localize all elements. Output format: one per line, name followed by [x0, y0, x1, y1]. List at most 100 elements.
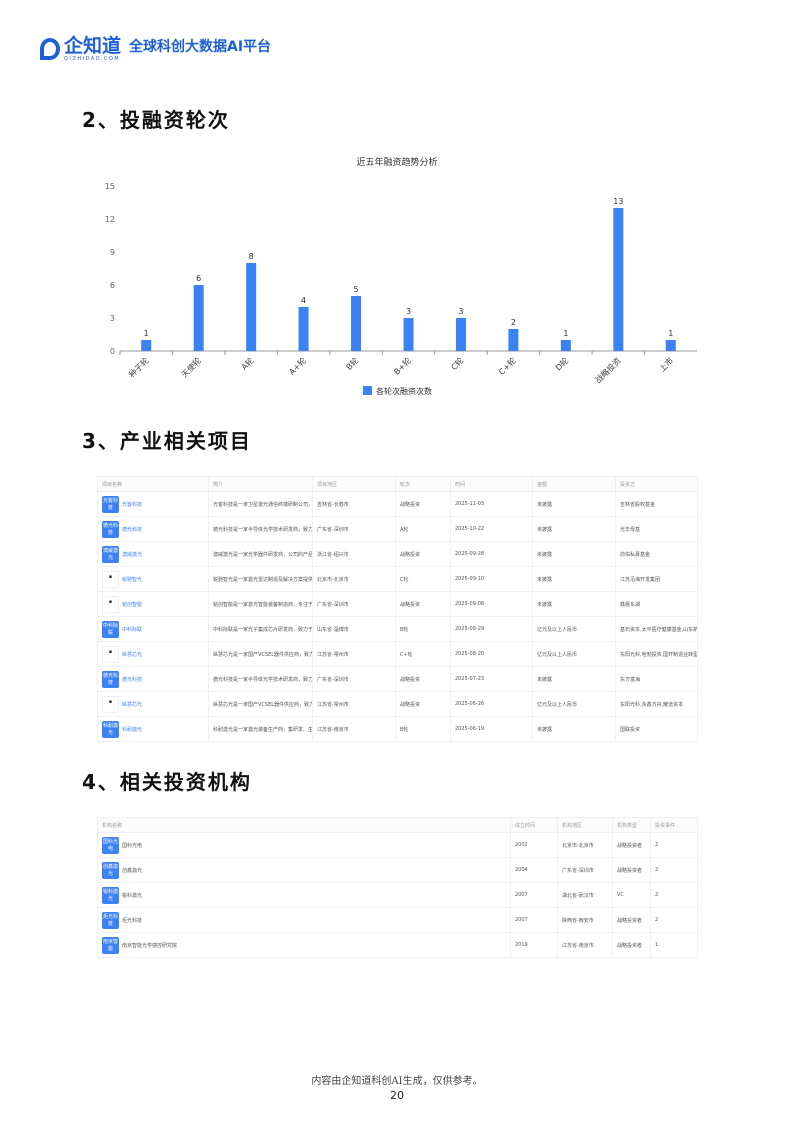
data-label: 5: [353, 285, 358, 294]
cell-round: C轮: [395, 566, 451, 592]
cell-amount: 亿元及以上人民币: [532, 616, 616, 642]
section-heading: 3、产业相关项目: [82, 429, 252, 453]
company-logo: 中科际联: [102, 620, 119, 638]
cell-events: 2: [650, 882, 698, 908]
cell-region: 吉林省-长春市: [312, 491, 396, 517]
data-label: 4: [301, 296, 306, 305]
company-logo: ▪: [102, 570, 119, 588]
table-row: 创鑫激光 创鑫激光 2004 广东省-深圳市 战略投资者 2: [97, 857, 698, 883]
project-link[interactable]: 纵慧芯光: [122, 651, 143, 658]
cell-region: 北京市-北京市: [557, 832, 613, 858]
cell-region: 北京市-北京市: [312, 566, 396, 592]
cell-type: 战略投资者: [612, 907, 651, 933]
y-tick-label: 0: [110, 347, 115, 356]
legend-label: 各轮次融资次数: [376, 386, 432, 396]
cell-events: 2: [650, 857, 698, 883]
column-header: 机构类型: [612, 817, 651, 833]
column-header: 轮次: [395, 476, 451, 492]
cell-type: 战略投资者: [612, 932, 651, 958]
cell-name: 国科光电 国科光电: [97, 832, 511, 858]
cell-intro: 纵慧芯光是一家国产VCSEL器件供应商，致力于: [208, 641, 313, 667]
company-logo: 德光科技: [102, 520, 119, 538]
bar: [298, 307, 309, 351]
bar: [560, 340, 571, 351]
y-tick-label: 15: [105, 182, 115, 191]
project-link[interactable]: 科耐激光: [122, 726, 143, 733]
cell-investor: 前佑私募基金: [615, 541, 698, 567]
cell-name: 德光科技 德光科技: [97, 666, 209, 692]
data-label: 1: [668, 329, 673, 338]
brand-domain: QIZHIDAO.COM: [64, 56, 121, 62]
x-tick-label: B轮: [344, 355, 361, 372]
x-tick-label: B+轮: [392, 355, 413, 376]
chart-title: 近五年融资趋势分析: [356, 156, 437, 168]
project-link[interactable]: 锐驰智光: [122, 576, 143, 583]
table-row: 锐科激光 锐科激光 2007 湖北省-武汉市 VC 2: [97, 882, 698, 908]
cell-name: 科耐激光 科耐激光: [97, 716, 209, 742]
cell-name: 中科际联 中科际联: [97, 616, 209, 642]
column-header: 时间: [450, 476, 533, 492]
cell-amount: 未披露: [532, 666, 616, 692]
project-link[interactable]: 德光科技: [122, 676, 143, 683]
cell-intro: 光客科技是一家卫星激光通信终端研制公司，公: [208, 491, 313, 517]
cell-round: B轮: [395, 716, 451, 742]
investor-name: 国科光电: [122, 842, 143, 849]
cell-round: 战略投资: [395, 691, 451, 717]
cell-amount: 亿元及以上人民币: [532, 641, 616, 667]
cell-round: B轮: [395, 616, 451, 642]
data-label: 3: [458, 307, 463, 316]
cell-name: 南京智能 南京智能光学感控研究院: [97, 932, 511, 958]
cell-name: 光客科技 光客科技: [97, 491, 209, 517]
project-link[interactable]: 光客科技: [122, 501, 143, 508]
company-logo: 炬光科技: [102, 911, 119, 929]
bar: [246, 263, 257, 351]
cell-events: 2: [650, 907, 698, 933]
table-row: 中科际联 中科际联 中科际联是一家光子集成芯片研发商，致力于光 山东省-淄博市 B轮 20…: [97, 616, 698, 642]
data-label: 2: [511, 318, 516, 327]
cell-name: ▪ 纵慧芯光: [97, 641, 209, 667]
cell-intro: 德光科技是一家半导体光学技术研发商，致力于: [208, 516, 313, 542]
disclaimer: 内容由企知道科创AI生成，仅供参考。: [311, 1076, 483, 1087]
column-header: 项目名称: [97, 476, 209, 492]
cell-date: 2025-06-26: [450, 691, 533, 717]
data-label: 1: [144, 329, 149, 338]
cell-amount: 未披露: [532, 566, 616, 592]
column-header: 成立时间: [510, 817, 558, 833]
project-link[interactable]: 澳威激光: [122, 551, 143, 558]
x-tick-label: A轮: [239, 355, 256, 372]
cell-investor: 基石资本,太平医疗健康基金,山东新动: [615, 616, 698, 642]
cell-investor: 东阳光科,永鑫方舟,耀途资本: [615, 691, 698, 717]
x-tick-label: 种子轮: [127, 355, 151, 379]
cell-investor: 东方富海: [615, 666, 698, 692]
cell-round: 战略投资: [395, 491, 451, 517]
project-link[interactable]: 铭创智能: [122, 601, 143, 608]
company-logo: 国科光电: [102, 836, 119, 854]
cell-region: 广东省-深圳市: [312, 591, 396, 617]
data-label: 8: [249, 252, 254, 261]
table-row: 炬光科技 炬光科技 2007 陕西省-西安市 战略投资者 2: [97, 907, 698, 933]
x-tick-label: 天使轮: [179, 355, 203, 379]
cell-events: 1: [650, 932, 698, 958]
cell-amount: 未披露: [532, 591, 616, 617]
cell-intro: 纵慧芯光是一家国产VCSEL器件供应商，致力于: [208, 691, 313, 717]
investors-table: 机构名称 成立时间 机构地区 机构类型 投资事件 国科光电 国科光电 2002 北京市-北京市战…: [97, 817, 698, 958]
cell-founded: 2002: [510, 832, 558, 858]
company-logo: ▪: [102, 645, 119, 663]
cell-amount: 未披露: [532, 541, 616, 567]
cell-intro: 锐驰智光是一家激光雷达制造及解决方案提供商: [208, 566, 313, 592]
cell-round: 战略投资: [395, 541, 451, 567]
cell-region: 广东省-深圳市: [312, 666, 396, 692]
cell-type: VC: [612, 882, 651, 908]
cell-date: 2025-08-29: [450, 616, 533, 642]
cell-date: 2025-07-23: [450, 666, 533, 692]
projects-table: 项目名称 简介 项目地区 轮次 时间 金额 投资方 光客科技 光客科技 光客科技是一家卫星激光通信…: [97, 476, 698, 742]
cell-intro: 澳威激光是一家光学器件研发商，公司的产品包: [208, 541, 313, 567]
cell-name: 炬光科技 炬光科技: [97, 907, 511, 933]
section-heading: 4、相关投资机构: [82, 770, 252, 794]
project-link[interactable]: 纵慧芯光: [122, 701, 143, 708]
company-logo: 创鑫激光: [102, 861, 119, 879]
project-link[interactable]: 中科际联: [122, 626, 143, 633]
cell-intro: 中科际联是一家光子集成芯片研发商，致力于光: [208, 616, 313, 642]
company-logo: 锐科激光: [102, 886, 119, 904]
project-link[interactable]: 德光科技: [122, 526, 143, 533]
